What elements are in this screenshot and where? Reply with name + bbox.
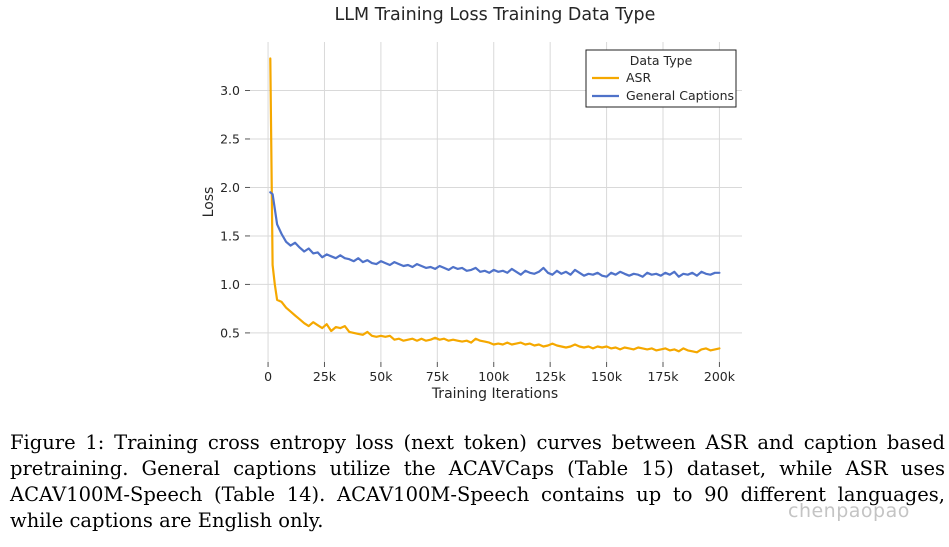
legend: Data Type ASR General Captions [585,49,737,108]
x-tick-label: 175k [647,369,679,384]
x-tick-label: 0 [264,369,272,384]
x-tick-label: 50k [369,369,393,384]
y-axis-label: Loss [201,187,217,218]
x-axis-label: Training Iterations [431,386,558,402]
watermark: chenpaopao [788,500,910,522]
figure-caption: Figure 1: Training cross entropy loss (n… [10,431,945,532]
x-tick-label: 25k [313,369,337,384]
x-tick-label: 125k [535,369,567,384]
y-tick-label: 2.0 [220,180,240,195]
y-tick-label: 1.5 [220,228,240,243]
y-tick-label: 1.0 [220,277,240,292]
legend-label-general-captions: General Captions [626,88,734,103]
x-tick-label: 75k [426,369,450,384]
x-tick-label: 150k [591,369,623,384]
x-tick-label: 200k [704,369,736,384]
x-tick-labels: 0 25k 50k 75k 100k 125k 150k 175k 200k [264,362,736,384]
y-tick-labels: 0.5 1.0 1.5 2.0 2.5 3.0 [220,83,250,340]
loss-chart: LLM Training Loss Training Data Type 0 25… [201,5,742,402]
y-tick-label: 2.5 [220,131,240,146]
x-tick-label: 100k [478,369,510,384]
y-tick-label: 0.5 [220,325,240,340]
y-tick-label: 3.0 [220,83,240,98]
legend-title: Data Type [630,53,693,68]
legend-label-asr: ASR [626,70,651,85]
series-line-general-captions [269,191,721,278]
series-lines [269,57,721,354]
chart-title: LLM Training Loss Training Data Type [335,5,656,25]
series-line-asr [269,57,721,354]
